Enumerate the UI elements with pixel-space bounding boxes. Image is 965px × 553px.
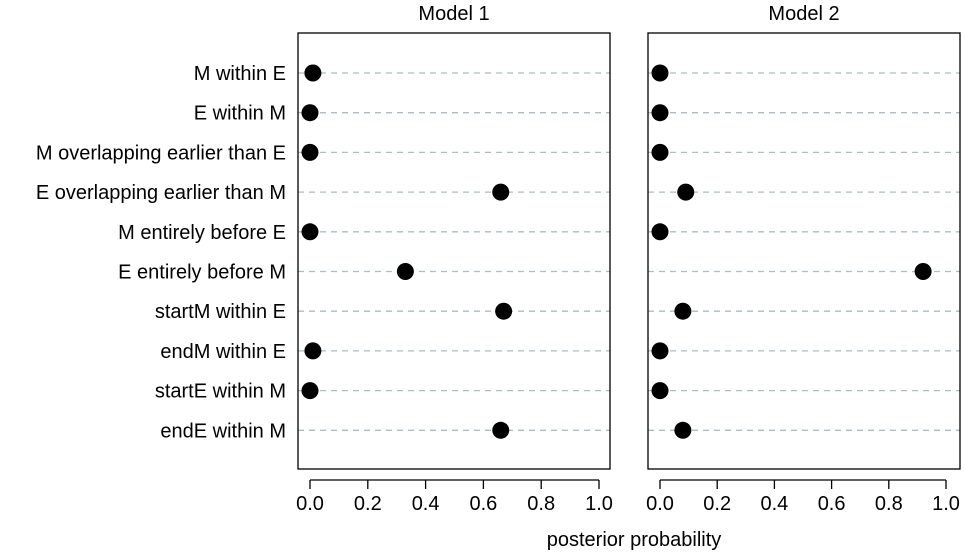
panel-1-point [492, 421, 510, 439]
panel-2-x-tick-label: 0.8 [875, 493, 903, 515]
category-label: M within E [194, 63, 286, 85]
panel-1-x-tick-label: 0.2 [354, 493, 382, 515]
panel-2-point [651, 382, 669, 400]
panel-2-point [651, 223, 669, 241]
panel-1-point [396, 263, 414, 280]
panel-2-point [914, 263, 932, 280]
category-label: E entirely before M [118, 262, 286, 284]
panel-1-x-tick-label: 0.6 [469, 493, 497, 515]
category-label: M entirely before E [118, 222, 286, 244]
category-label: endE within M [160, 420, 286, 442]
panel-2-point [674, 421, 692, 439]
panel-2-point [677, 183, 695, 201]
panel-1-point [301, 382, 319, 400]
panel-1-title: Model 1 [418, 3, 489, 25]
panel-2-x-tick-label: 0.6 [818, 493, 846, 515]
panel-1-x-tick-label: 0.8 [527, 493, 555, 515]
category-label: M overlapping earlier than E [36, 142, 286, 164]
panel-2-point [674, 302, 692, 320]
panel-1-point [495, 302, 513, 320]
category-label: startM within E [155, 301, 286, 323]
panel-1-x-tick-label: 0.0 [296, 493, 324, 515]
panel-1-point [304, 342, 322, 360]
category-label: endM within E [160, 341, 286, 363]
panel-2-point [651, 64, 669, 82]
panel-1-frame [297, 32, 611, 470]
panel-2-point [651, 342, 669, 360]
panel-2-x-tick-label: 0.2 [703, 493, 731, 515]
panel-1-point [301, 104, 319, 122]
category-label: E overlapping earlier than M [36, 182, 286, 204]
panel-2-x-tick-label: 1.0 [932, 493, 960, 515]
panel-2-title: Model 2 [768, 3, 839, 25]
x-axis-label: posterior probability [547, 529, 722, 551]
panel-2-point [651, 104, 669, 122]
panel-2-x-tick-label: 0.0 [646, 493, 674, 515]
category-label: startE within M [155, 381, 286, 403]
panel-1-x-tick-label: 0.4 [412, 493, 440, 515]
panel-1-x-tick-label: 1.0 [585, 493, 613, 515]
panel-1-point [492, 183, 510, 201]
panel-2-frame [647, 32, 961, 470]
category-label: E within M [194, 103, 286, 125]
panel-1-point [304, 64, 322, 82]
panel-2-x-tick-label: 0.4 [760, 493, 788, 515]
panel-2-point [651, 143, 669, 161]
panel-1-point [301, 223, 319, 241]
panel-1-point [301, 143, 319, 161]
